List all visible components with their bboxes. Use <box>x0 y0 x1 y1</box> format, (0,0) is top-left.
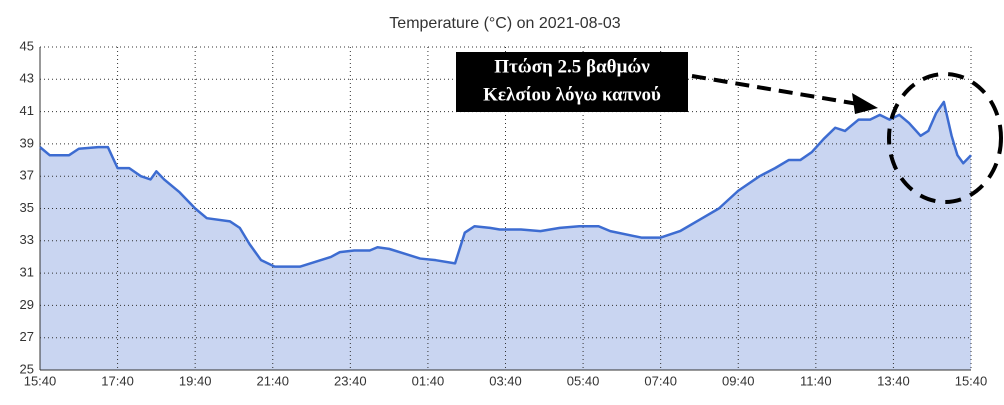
x-tick-label: 21:40 <box>256 373 289 388</box>
annotation-arrow <box>691 74 859 106</box>
x-tick-label: 13:40 <box>877 373 910 388</box>
chart-title: Temperature (°C) on 2021-08-03 <box>389 15 621 32</box>
x-tick-label: 01:40 <box>412 373 445 388</box>
annotation-text: Πτώση 2.5 βαθμών <box>494 56 650 77</box>
x-tick-label: 09:40 <box>722 373 755 388</box>
y-tick-label: 39 <box>20 135 34 150</box>
x-tick-label: 05:40 <box>567 373 600 388</box>
y-tick-label: 25 <box>20 361 34 376</box>
x-tick-label: 15:40 <box>955 373 988 388</box>
annotation-arrowhead <box>852 93 878 114</box>
y-tick-label: 41 <box>20 103 34 118</box>
x-tick-label: 07:40 <box>644 373 677 388</box>
x-tick-label: 11:40 <box>800 373 832 388</box>
annotation-text: Κελσίου λόγω καπνού <box>483 84 661 105</box>
y-tick-label: 27 <box>20 329 34 344</box>
x-tick-label: 23:40 <box>334 373 367 388</box>
y-tick-label: 33 <box>20 232 34 247</box>
y-tick-label: 37 <box>20 168 34 183</box>
annotation-box <box>456 52 688 112</box>
y-tick-label: 29 <box>20 297 34 312</box>
annotation-circle <box>887 72 1003 204</box>
x-tick-label: 03:40 <box>489 373 522 388</box>
line <box>39 100 972 268</box>
y-tick-label: 35 <box>20 200 34 215</box>
y-tick-label: 43 <box>20 71 34 86</box>
x-tick-label: 17:40 <box>101 373 134 388</box>
x-tick-label: 15:40 <box>24 373 57 388</box>
y-tick-label: 45 <box>20 38 34 53</box>
x-tick-label: 19:40 <box>179 373 212 388</box>
y-tick-label: 31 <box>20 265 34 280</box>
